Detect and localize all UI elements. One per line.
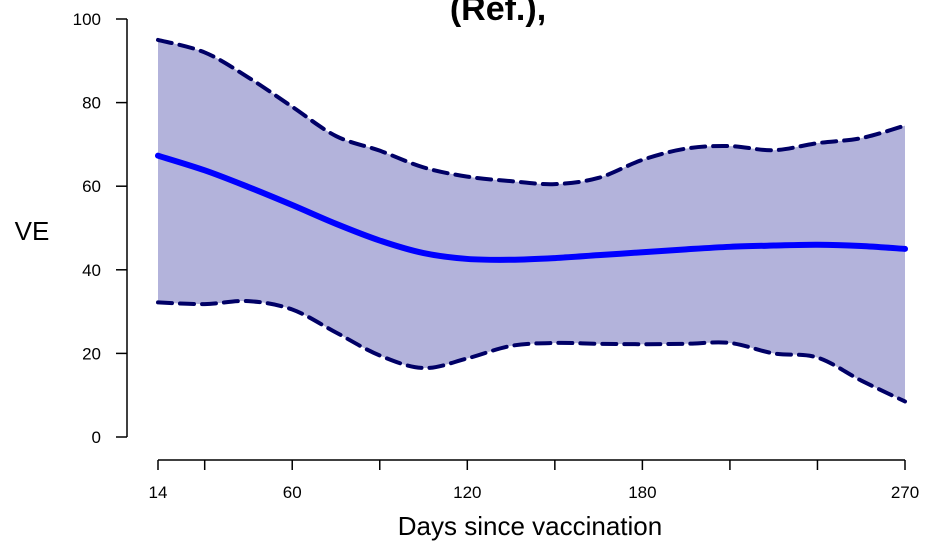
lower-bound-line	[156, 299, 907, 404]
confidence-band-layer	[158, 39, 905, 402]
x-tick-label: 14	[149, 483, 168, 502]
x-tick-label: 120	[453, 483, 481, 502]
y-tick-label: 100	[73, 10, 101, 29]
y-tick-label: 20	[82, 344, 101, 363]
upper-bound-line	[156, 37, 907, 187]
confidence-band	[158, 39, 905, 402]
chart-title: (Ref.),	[450, 0, 546, 28]
lines-layer	[155, 37, 908, 404]
x-ticks: 14 60 120 180 270	[149, 460, 919, 502]
x-axis-title: Days since vaccination	[398, 511, 662, 541]
y-tick-label: 60	[82, 177, 101, 196]
estimate-line	[155, 152, 908, 263]
y-tick-label: 40	[82, 261, 101, 280]
x-tick-label: 180	[628, 483, 656, 502]
y-ticks: 0 20 40 60 80 100	[73, 10, 127, 447]
y-tick-label: 80	[82, 94, 101, 113]
y-axis-title: VE	[15, 216, 50, 246]
x-tick-label: 270	[891, 483, 919, 502]
axes-layer: 0 20 40 60 80 100 14 60 120 180 270	[73, 10, 920, 502]
y-tick-label: 0	[92, 428, 101, 447]
x-tick-label: 60	[283, 483, 302, 502]
